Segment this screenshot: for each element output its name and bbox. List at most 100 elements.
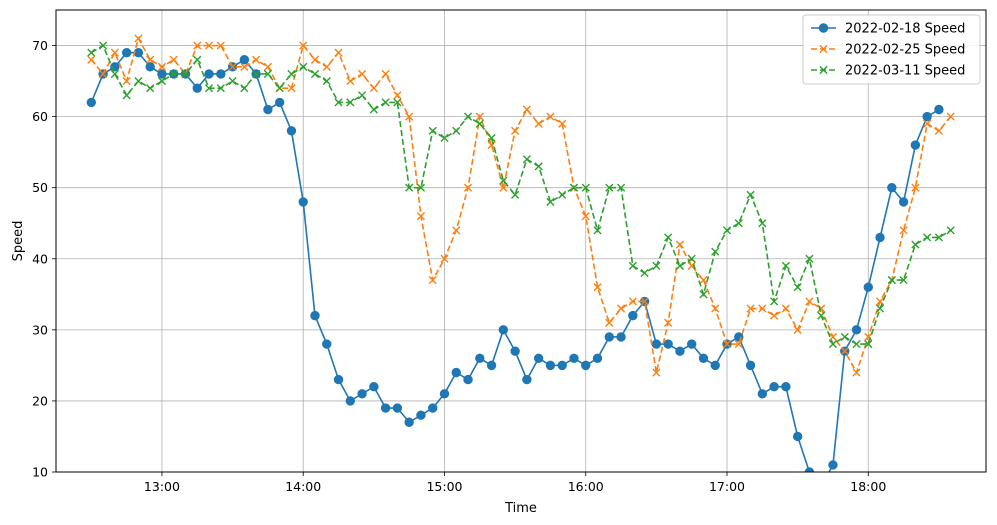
data-point — [663, 339, 673, 349]
data-point — [298, 197, 308, 207]
data-point — [428, 126, 437, 135]
data-point — [498, 325, 509, 335]
series-1 — [86, 47, 944, 472]
data-point — [745, 360, 756, 371]
data-point — [228, 62, 237, 71]
data-point — [240, 62, 249, 71]
data-point — [405, 183, 414, 192]
data-point — [193, 41, 202, 50]
data-point — [758, 219, 767, 228]
data-point — [357, 91, 367, 100]
y-tick-label: 30 — [32, 322, 48, 337]
data-point — [463, 183, 473, 192]
data-point — [770, 311, 779, 320]
data-point — [628, 261, 637, 270]
data-point — [863, 282, 873, 292]
data-point — [758, 304, 767, 313]
data-point — [228, 76, 237, 86]
data-point — [98, 69, 108, 79]
data-point — [628, 310, 638, 321]
data-point — [475, 353, 485, 363]
data-point — [310, 69, 320, 79]
data-point — [593, 283, 602, 292]
y-tick-label: 60 — [32, 109, 48, 124]
data-point — [581, 212, 590, 221]
data-point — [569, 183, 579, 192]
data-point — [369, 105, 378, 114]
data-point — [664, 318, 673, 327]
data-point — [840, 332, 849, 342]
data-point — [133, 47, 144, 58]
data-point — [181, 69, 190, 79]
data-point — [793, 283, 802, 292]
y-tick-label: 70 — [32, 38, 48, 53]
data-point — [711, 304, 720, 313]
data-point — [98, 41, 108, 50]
data-point — [334, 98, 343, 107]
data-point — [899, 226, 908, 235]
data-point — [334, 48, 343, 57]
data-point — [911, 183, 920, 192]
x-tick-label: 15:00 — [426, 479, 462, 494]
x-tick-label: 16:00 — [568, 479, 604, 494]
data-point — [923, 233, 932, 242]
data-point — [581, 183, 590, 192]
data-point — [192, 83, 202, 93]
data-point — [252, 69, 261, 79]
data-point — [440, 133, 449, 143]
data-point — [746, 190, 755, 199]
data-point — [322, 76, 331, 86]
data-point — [511, 126, 520, 135]
data-point — [322, 339, 332, 349]
data-point — [828, 332, 838, 342]
data-point — [157, 76, 167, 86]
data-point — [416, 183, 426, 192]
data-point — [698, 353, 709, 363]
data-point — [651, 339, 662, 349]
data-point — [487, 133, 496, 143]
data-point — [640, 268, 649, 278]
legend-item: 2022-03-11 Speed — [811, 64, 965, 79]
data-point — [875, 232, 885, 243]
data-point — [157, 69, 167, 79]
x-tick-label: 18:00 — [850, 479, 886, 494]
series-3 — [87, 41, 955, 349]
x-tick-label: 13:00 — [144, 479, 180, 494]
data-point — [110, 48, 119, 57]
data-point — [381, 69, 390, 79]
data-point — [121, 47, 132, 58]
data-point — [910, 140, 921, 150]
data-point — [770, 297, 779, 306]
data-point — [110, 69, 119, 79]
data-point — [546, 112, 555, 121]
data-point — [734, 339, 743, 349]
y-tick-label: 40 — [32, 251, 48, 266]
data-point — [652, 368, 661, 377]
data-point — [934, 233, 944, 242]
data-point — [287, 69, 296, 79]
data-point — [793, 325, 802, 334]
data-point — [393, 91, 402, 100]
plot-frame — [55, 9, 987, 473]
data-point — [381, 98, 390, 107]
series-line — [90, 36, 952, 375]
legend-item: 2022-02-18 Speed — [811, 22, 965, 37]
data-point — [558, 119, 567, 128]
data-point — [134, 34, 143, 43]
data-point — [463, 374, 473, 385]
data-point — [522, 155, 531, 164]
data-point — [357, 69, 367, 79]
data-point — [887, 275, 896, 285]
data-point — [157, 62, 167, 71]
data-point — [675, 261, 685, 270]
data-point — [616, 183, 626, 192]
y-tick-label: 10 — [32, 465, 48, 480]
data-point — [416, 410, 426, 420]
data-point — [204, 41, 214, 50]
data-point — [486, 360, 497, 371]
data-point — [204, 69, 214, 79]
data-point — [828, 339, 838, 349]
data-point — [392, 403, 403, 413]
